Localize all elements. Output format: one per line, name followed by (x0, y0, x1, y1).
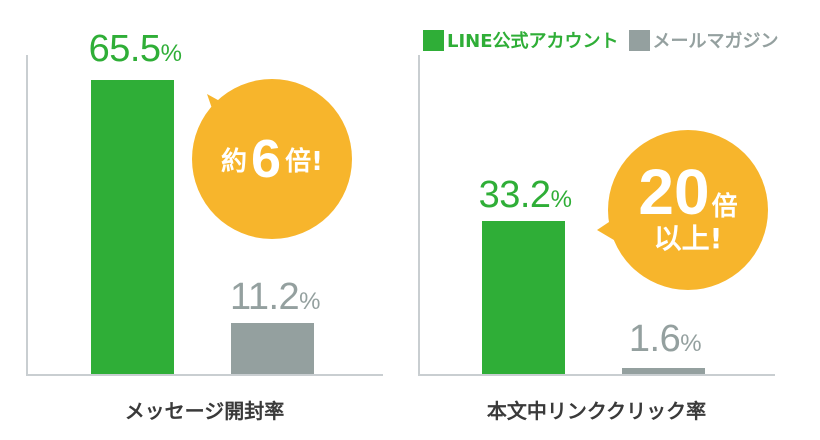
x-axis (418, 374, 775, 376)
legend-swatch-line (423, 29, 444, 51)
legend-label-line: LINE公式アカウント (447, 31, 619, 52)
callout-bubble: 約 6 倍! (192, 79, 352, 239)
category-label: メッセージ開封率 (124, 399, 285, 423)
y-axis (418, 55, 420, 376)
bar-value-line: 33.2% (478, 174, 572, 216)
bar-value-mail: 11.2% (230, 276, 320, 318)
bar-mail (231, 323, 314, 374)
legend-swatch-mail (628, 29, 650, 51)
legend: LINE公式アカウント メールマガジン (423, 27, 779, 53)
y-axis (26, 55, 28, 376)
bar-value-line: 65.5% (88, 28, 182, 70)
bar-line (482, 221, 565, 374)
x-axis (26, 374, 383, 376)
category-label: 本文中リンククリック率 (486, 399, 707, 423)
bar-line (91, 80, 174, 374)
callout-bubble: 20 倍 以上! (608, 130, 768, 290)
legend-label-mail: メールマガジン (652, 31, 779, 52)
bar-mail (622, 368, 705, 374)
bar-value-mail: 1.6% (628, 318, 702, 360)
